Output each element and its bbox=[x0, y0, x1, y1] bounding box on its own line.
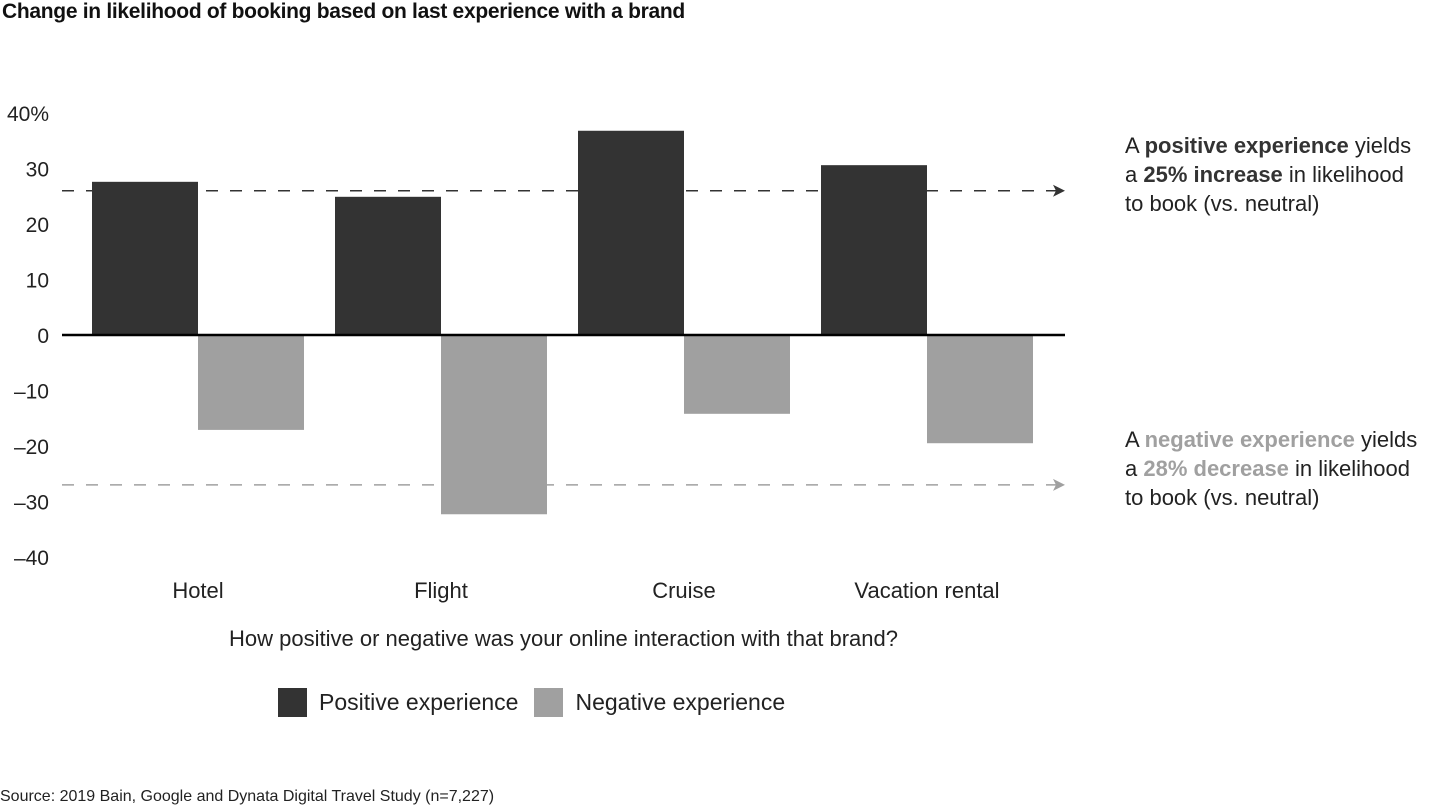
annotation-highlight: 25% increase bbox=[1143, 162, 1283, 187]
annotation-text: yields a bbox=[1125, 427, 1418, 481]
legend-item-positive: Positive experience bbox=[278, 688, 518, 717]
legend-item-negative: Negative experience bbox=[534, 688, 785, 717]
x-axis-label: How positive or negative was your online… bbox=[229, 626, 898, 651]
annotation-negative: A negative experience yields a 28% decre… bbox=[1125, 425, 1425, 512]
legend-label-negative: Negative experience bbox=[575, 689, 786, 715]
y-tick-label: 20 bbox=[26, 214, 49, 237]
annotation-text: in likelihood to book (vs. neutral) bbox=[1125, 456, 1410, 510]
legend-label-positive: Positive experience bbox=[319, 689, 519, 715]
x-tick-label: Hotel bbox=[172, 578, 223, 603]
annotation-positive: A positive experience yields a 25% incre… bbox=[1125, 131, 1425, 218]
annotation-text: A bbox=[1125, 133, 1145, 158]
x-tick-label: Flight bbox=[414, 578, 468, 603]
bar-positive bbox=[92, 181, 198, 335]
x-tick-label: Cruise bbox=[652, 578, 716, 603]
x-tick-label: Vacation rental bbox=[854, 578, 999, 603]
arrowhead-icon bbox=[1053, 478, 1065, 491]
bar-negative bbox=[927, 335, 1033, 444]
arrowhead-icon bbox=[1053, 184, 1065, 197]
bar-negative bbox=[684, 335, 790, 414]
bar-positive bbox=[335, 196, 441, 335]
legend: Positive experience Negative experience bbox=[278, 688, 801, 717]
y-tick-label: 30 bbox=[26, 159, 49, 182]
annotation-highlight: positive experience bbox=[1144, 133, 1349, 158]
legend-swatch-negative bbox=[534, 688, 564, 717]
annotation-highlight: 28% decrease bbox=[1143, 456, 1289, 481]
y-tick-label: 0 bbox=[37, 325, 49, 348]
bar-negative bbox=[198, 335, 304, 430]
bar-positive bbox=[578, 130, 684, 335]
legend-swatch-positive bbox=[278, 688, 307, 717]
bar-negative bbox=[441, 335, 547, 515]
annotation-text: A bbox=[1125, 427, 1145, 452]
chart-title: Change in likelihood of booking based on… bbox=[2, 0, 685, 23]
annotation-text: yields a bbox=[1125, 133, 1412, 187]
annotation-highlight: negative experience bbox=[1144, 427, 1355, 452]
y-tick-label: –20 bbox=[14, 436, 49, 459]
y-tick-label: 40% bbox=[7, 103, 49, 126]
y-tick-label: –10 bbox=[14, 381, 49, 404]
bar-positive bbox=[821, 165, 927, 335]
y-tick-label: –30 bbox=[14, 492, 49, 515]
y-tick-label: 10 bbox=[26, 270, 49, 293]
y-tick-label: –40 bbox=[14, 547, 49, 570]
annotation-text: in likelihood to book (vs. neutral) bbox=[1125, 162, 1404, 216]
source-note: Source: 2019 Bain, Google and Dynata Dig… bbox=[0, 788, 495, 805]
